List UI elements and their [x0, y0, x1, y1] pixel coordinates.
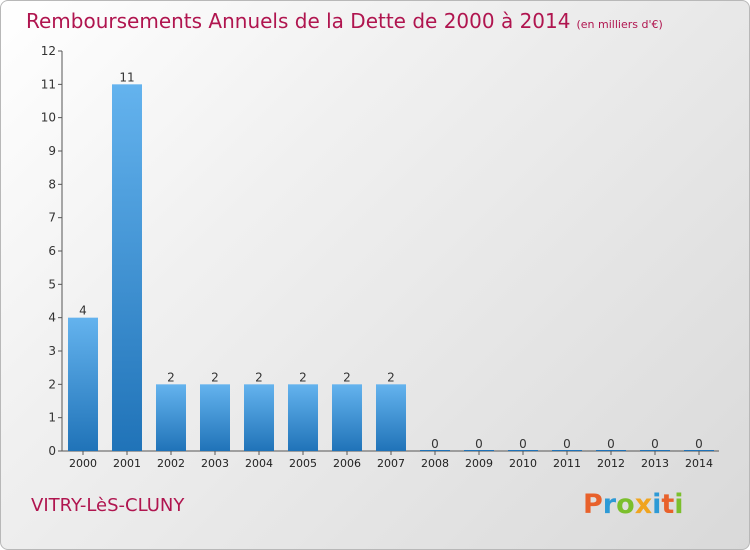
data-label: 2: [211, 370, 219, 384]
bar-2002: [156, 384, 186, 451]
x-tick-label: 2004: [245, 457, 273, 470]
x-tick-label: 2002: [157, 457, 185, 470]
x-tick-label: 2009: [465, 457, 493, 470]
data-label: 0: [475, 437, 483, 451]
bar-2006: [332, 384, 362, 451]
y-tick-label: 6: [48, 244, 56, 258]
y-tick-label: 2: [48, 377, 56, 391]
data-label: 0: [695, 437, 703, 451]
y-tick-label: 12: [41, 44, 56, 58]
y-tick-label: 0: [48, 444, 56, 458]
y-tick-label: 5: [48, 277, 56, 291]
bar-2004: [244, 384, 274, 451]
x-tick-label: 2001: [113, 457, 141, 470]
city-name: VITRY-LèS-CLUNY: [31, 495, 185, 516]
x-tick-label: 2012: [597, 457, 625, 470]
x-tick-label: 2006: [333, 457, 361, 470]
data-label: 11: [119, 70, 134, 84]
x-tick-label: 2003: [201, 457, 229, 470]
x-tick-label: 2000: [69, 457, 97, 470]
data-label: 4: [79, 304, 87, 318]
data-label: 0: [431, 437, 439, 451]
bar-2007: [376, 384, 406, 451]
bar-2001: [112, 84, 142, 451]
proxiti-logo: Proxiti: [583, 489, 684, 520]
data-label: 0: [563, 437, 571, 451]
bar-2003: [200, 384, 230, 451]
y-tick-label: 3: [48, 344, 56, 358]
data-label: 2: [387, 370, 395, 384]
y-tick-label: 8: [48, 177, 56, 191]
chart-title: Remboursements Annuels de la Dette de 20…: [26, 9, 663, 33]
data-label: 0: [519, 437, 527, 451]
data-label: 2: [255, 370, 263, 384]
y-tick-label: 7: [48, 211, 56, 225]
x-tick-label: 2005: [289, 457, 317, 470]
x-tick-label: 2008: [421, 457, 449, 470]
x-tick-label: 2011: [553, 457, 581, 470]
y-tick-label: 4: [48, 311, 56, 325]
y-tick-label: 10: [41, 111, 56, 125]
chart-title-text: Remboursements Annuels de la Dette de 20…: [26, 9, 571, 33]
y-tick-label: 1: [48, 411, 56, 425]
data-label: 2: [343, 370, 351, 384]
bar-2000: [68, 317, 98, 451]
data-label: 0: [651, 437, 659, 451]
x-tick-label: 2013: [641, 457, 669, 470]
x-tick-label: 2010: [509, 457, 537, 470]
y-tick-label: 11: [41, 77, 56, 91]
data-label: 2: [299, 370, 307, 384]
data-label: 0: [607, 437, 615, 451]
y-tick-label: 9: [48, 144, 56, 158]
x-tick-label: 2007: [377, 457, 405, 470]
bar-2005: [288, 384, 318, 451]
bars: 4 11 2 2 2 2 2 2 0 0 0 0 0 0 0: [68, 70, 714, 451]
data-label: 2: [167, 370, 175, 384]
x-tick-label: 2014: [685, 457, 713, 470]
chart-unit-label: (en milliers d'€): [576, 18, 663, 31]
